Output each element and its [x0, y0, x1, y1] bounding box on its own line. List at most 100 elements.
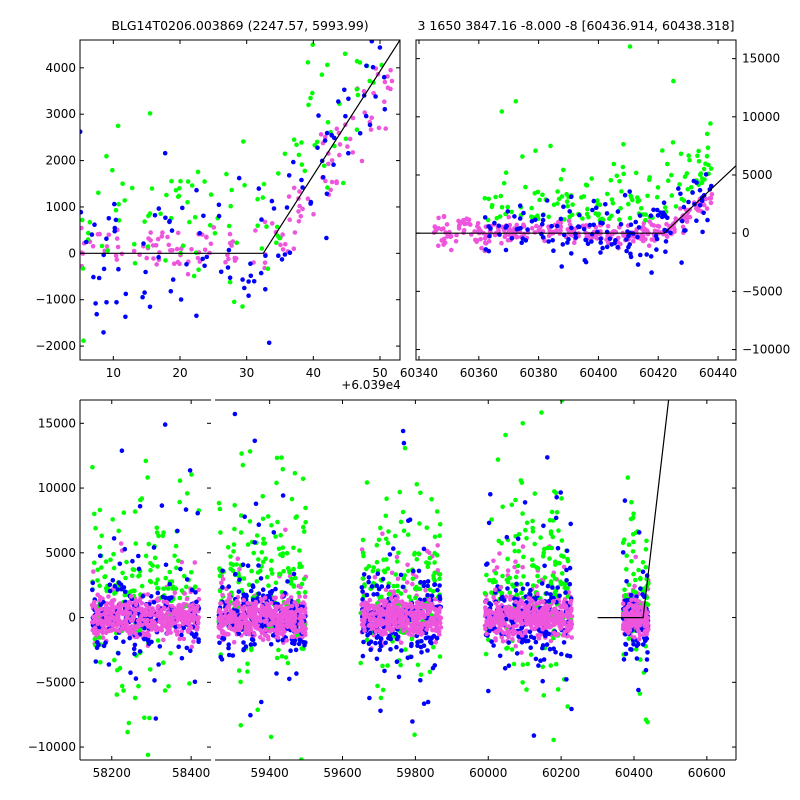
- data-point: [380, 663, 385, 669]
- data-point: [437, 522, 443, 527]
- data-point: [415, 643, 420, 648]
- data-point: [545, 455, 550, 460]
- data-point: [122, 546, 128, 552]
- data-point: [376, 603, 381, 609]
- data-point: [122, 609, 128, 615]
- data-point: [512, 611, 518, 617]
- data-point: [326, 151, 331, 156]
- data-point: [104, 300, 109, 305]
- data-point: [377, 595, 383, 601]
- data-point: [260, 195, 266, 200]
- data-point: [552, 489, 557, 494]
- data-point: [97, 598, 103, 603]
- data-point: [220, 592, 225, 598]
- data-point: [427, 606, 432, 611]
- data-point: [696, 159, 702, 164]
- data-point: [623, 592, 628, 598]
- data-point: [122, 198, 127, 203]
- data-point: [99, 565, 104, 570]
- data-point: [388, 3, 393, 8]
- data-point: [644, 252, 649, 257]
- data-point: [635, 195, 640, 200]
- data-point: [565, 558, 571, 564]
- data-point: [125, 729, 130, 735]
- data-point: [539, 599, 544, 604]
- data-point: [378, 525, 383, 531]
- data-point: [226, 619, 232, 625]
- data-point: [331, 162, 336, 167]
- data-point: [361, 89, 367, 94]
- data-point: [249, 605, 254, 611]
- data-point: [152, 678, 157, 683]
- data-point: [234, 240, 239, 246]
- data-point: [432, 550, 438, 556]
- data-point: [482, 240, 488, 245]
- data-point: [151, 600, 157, 605]
- data-point: [195, 624, 200, 630]
- data-point: [506, 634, 511, 640]
- data-point: [598, 236, 603, 241]
- data-point: [565, 614, 571, 620]
- data-point: [472, 229, 477, 234]
- data-point: [185, 271, 191, 277]
- data-point: [419, 638, 424, 644]
- data-point: [374, 635, 380, 640]
- data-point: [479, 245, 484, 251]
- data-point: [153, 613, 159, 619]
- data-point: [557, 593, 562, 599]
- data-point: [512, 548, 518, 554]
- data-point: [559, 651, 564, 657]
- data-point: [421, 583, 427, 589]
- data-point: [539, 609, 544, 614]
- data-point: [324, 130, 330, 136]
- data-point: [245, 661, 250, 667]
- data-point: [345, 144, 350, 149]
- data-point: [166, 610, 171, 615]
- data-point: [280, 493, 286, 498]
- data-point: [315, 145, 320, 150]
- x-tick-label: 10: [106, 366, 121, 380]
- data-point: [227, 231, 233, 237]
- data-point: [565, 203, 570, 209]
- data-point: [559, 571, 565, 576]
- data-point: [432, 582, 438, 587]
- data-point: [157, 644, 163, 649]
- data-point: [137, 504, 143, 509]
- data-point: [142, 219, 147, 224]
- data-point: [110, 517, 115, 522]
- data-point: [119, 683, 125, 689]
- data-point: [93, 659, 99, 664]
- data-point: [637, 213, 643, 218]
- data-point: [269, 198, 275, 204]
- data-point: [626, 201, 631, 207]
- data-point: [559, 194, 565, 199]
- data-point: [218, 601, 224, 606]
- data-point: [521, 222, 526, 227]
- data-point: [436, 215, 441, 221]
- data-point: [491, 558, 496, 564]
- data-point: [195, 169, 201, 175]
- data-point: [233, 571, 238, 577]
- data-point: [385, 605, 391, 611]
- data-point: [275, 635, 281, 640]
- data-point: [414, 604, 420, 610]
- data-point: [418, 644, 424, 650]
- data-point: [486, 248, 492, 254]
- data-point: [99, 606, 104, 612]
- data-point: [136, 566, 142, 572]
- data-point: [120, 570, 125, 576]
- data-point: [529, 226, 535, 231]
- data-point: [99, 622, 105, 628]
- data-point: [385, 540, 391, 546]
- data-point: [389, 570, 395, 576]
- data-point: [208, 241, 214, 247]
- data-point: [279, 455, 284, 460]
- data-point: [252, 642, 257, 647]
- data-point: [534, 223, 539, 229]
- data-point: [192, 634, 198, 640]
- data-point: [254, 579, 260, 584]
- y-tick-label: 2000: [45, 154, 76, 168]
- data-point: [218, 610, 223, 616]
- data-point: [285, 660, 291, 666]
